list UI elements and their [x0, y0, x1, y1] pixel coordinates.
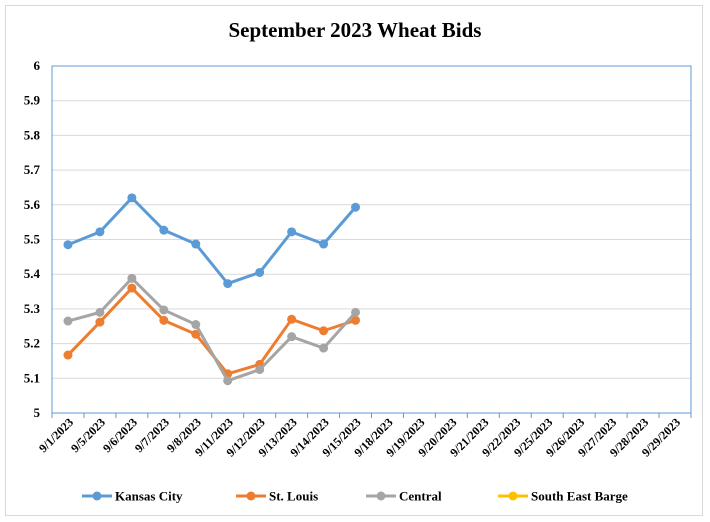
data-point: [95, 317, 105, 327]
legend-label: Kansas City: [115, 489, 183, 504]
legend-label: Central: [399, 489, 442, 504]
chart-title: September 2023 Wheat Bids: [228, 18, 482, 42]
y-tick-label: 5.5: [24, 232, 41, 247]
y-tick-label: 5.9: [24, 93, 41, 108]
data-point: [127, 283, 137, 293]
legend-swatch-marker: [508, 491, 518, 501]
series-line: [67, 196, 357, 286]
data-point: [319, 326, 329, 336]
data-point: [319, 343, 329, 353]
data-point: [127, 273, 137, 283]
data-point: [287, 332, 297, 342]
data-point: [223, 279, 233, 289]
legend-label: St. Louis: [269, 489, 318, 504]
legend-swatch-marker: [246, 491, 256, 501]
legend-swatch-marker: [92, 491, 102, 501]
data-point: [63, 350, 73, 360]
data-point: [191, 320, 201, 330]
data-point: [95, 227, 105, 237]
data-point: [191, 239, 201, 249]
y-tick-label: 5: [34, 405, 41, 420]
legend-swatch-marker: [376, 491, 386, 501]
y-tick-label: 6: [34, 58, 41, 73]
data-point: [255, 267, 265, 277]
legend: Kansas City St. Louis Central South East Ba…: [82, 489, 628, 504]
data-point: [351, 307, 361, 317]
data-point: [159, 225, 169, 235]
series-lines: [63, 193, 361, 386]
data-point: [63, 316, 73, 326]
data-point: [127, 193, 137, 203]
data-point: [255, 365, 265, 375]
y-tick-label: 5.3: [24, 301, 41, 316]
data-point: [223, 376, 233, 386]
data-point: [287, 227, 297, 237]
data-point: [319, 239, 329, 249]
x-tick-label: 9/1/2023: [36, 415, 76, 455]
y-tick-label: 5.7: [24, 162, 41, 177]
data-point: [351, 202, 361, 212]
data-point: [287, 314, 297, 324]
data-point: [191, 329, 201, 339]
data-point: [159, 315, 169, 325]
x-tick-label: 9/5/2023: [68, 415, 108, 455]
data-point: [63, 240, 73, 250]
series-line: [67, 276, 357, 383]
x-axis-ticks: 9/1/20239/5/20239/6/20239/7/20239/8/2023…: [36, 413, 692, 460]
y-tick-label: 5.8: [24, 127, 41, 142]
y-axis-ticks: 5 5.1 5.2 5.3 5.4 5.5 5.6 5.7 5.8 5.9 6: [24, 58, 41, 420]
gridlines: [52, 65, 691, 414]
data-point: [95, 307, 105, 317]
data-point: [159, 305, 169, 315]
data-point: [351, 315, 361, 325]
y-tick-label: 5.4: [24, 266, 41, 281]
y-tick-label: 5.6: [24, 197, 41, 212]
y-tick-label: 5.1: [24, 370, 40, 385]
x-tick-label: 9/7/2023: [132, 415, 172, 455]
chart-frame: [5, 5, 703, 516]
x-tick-label: 9/6/2023: [100, 415, 140, 455]
y-tick-label: 5.2: [24, 336, 40, 351]
legend-label: South East Barge: [531, 489, 628, 504]
